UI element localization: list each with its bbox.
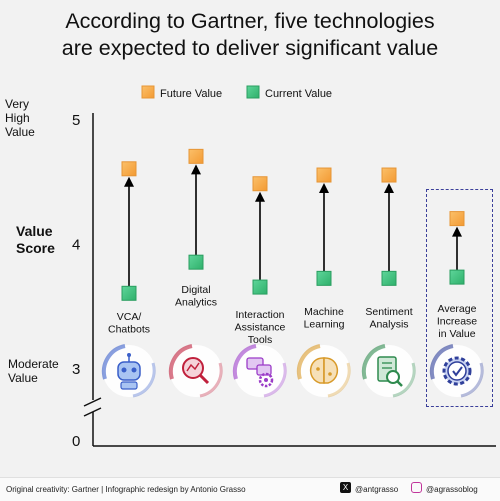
document-search-icon	[361, 344, 416, 398]
footer-x-handle: @antgrasso	[355, 485, 399, 494]
legend-future-swatch	[141, 85, 155, 99]
value-arrow-head	[319, 183, 329, 194]
chat-gear-icon	[232, 344, 287, 398]
footer-bar	[0, 477, 500, 501]
value-arrow-head	[191, 164, 201, 175]
legend-current-label: Current Value	[265, 88, 332, 100]
future-value-marker	[449, 211, 465, 227]
value-arrow-head	[124, 176, 134, 187]
magnifier-chart-icon	[168, 344, 223, 398]
axis-break-mark-2	[83, 407, 102, 417]
x-logo-icon: X	[340, 482, 351, 493]
y-axis-title: Value Score	[16, 223, 56, 256]
category-icons	[101, 344, 484, 398]
future-value-marker	[121, 161, 137, 177]
value-arrow-head	[384, 183, 394, 194]
current-value-marker	[381, 270, 397, 286]
current-value-marker	[252, 279, 268, 295]
y-tick-label: 0	[72, 433, 80, 450]
gear-check-icon	[429, 344, 484, 398]
category-label: VCA/Chatbots	[108, 311, 150, 336]
current-value-marker	[449, 269, 465, 285]
y-axis: Very High Value Value Score Moderate Value…	[5, 97, 496, 450]
chart-marks: VCA/Chatbots Digital Analytics Interaction A…	[108, 148, 477, 346]
value-arrow-head	[452, 226, 462, 237]
chatbot-icon	[101, 344, 156, 398]
category-label: Sentiment Analysis	[365, 306, 412, 331]
category-label: Digital Analytics	[175, 284, 217, 309]
footer-credit: Original creativity: Gartner | Infograph…	[6, 485, 246, 494]
legend-future-label: Future Value	[160, 88, 222, 100]
y-tick-label: 3	[72, 361, 80, 378]
current-value-marker	[188, 254, 204, 270]
current-value-marker	[121, 285, 137, 301]
category-label: Interaction Assistance Tools	[235, 309, 286, 346]
brain-circuit-icon	[296, 344, 351, 398]
category-label: Machine Learning	[304, 306, 345, 331]
value-arrow-head	[255, 191, 265, 202]
future-value-marker	[188, 148, 204, 164]
y-side-label-moderate: Moderate Value	[8, 357, 62, 385]
legend: Future Value Current Value	[141, 85, 332, 100]
instagram-icon	[411, 482, 422, 495]
y-tick-label: 4	[72, 237, 80, 254]
axis-break-mark-1	[83, 397, 102, 407]
chart-title: According to Gartner, five technologies …	[0, 8, 500, 62]
future-value-marker	[316, 167, 332, 183]
chart-title-line-1: According to Gartner, five technologies	[65, 9, 435, 33]
current-value-marker	[316, 270, 332, 286]
future-value-marker	[252, 176, 268, 192]
y-side-label-very-high: Very High Value	[5, 97, 35, 139]
y-tick-label: 5	[72, 112, 80, 129]
chart-title-line-2: are expected to deliver significant valu…	[61, 36, 439, 60]
footer-ig-handle: @agrassoblog	[426, 485, 478, 494]
legend-current-swatch	[246, 85, 260, 99]
highlight-box	[426, 189, 493, 407]
future-value-marker	[381, 167, 397, 183]
category-label: Average Increase in Value	[437, 303, 477, 340]
